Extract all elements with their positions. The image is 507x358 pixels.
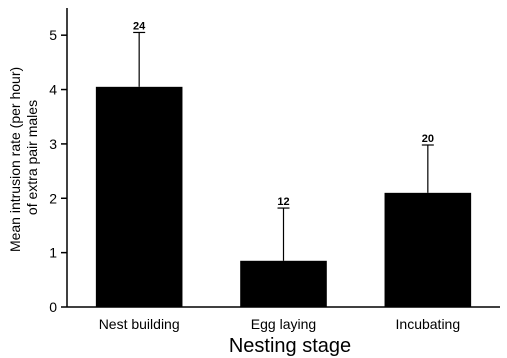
x-tick-label: Nest building xyxy=(99,316,180,332)
y-tick-label: 0 xyxy=(49,299,57,315)
x-tick-label: Egg laying xyxy=(251,316,316,332)
sample-size-label: 12 xyxy=(277,196,289,208)
y-axis-label-line-1: Mean intrusion rate (per hour) xyxy=(7,67,23,252)
y-tick-label: 5 xyxy=(49,27,57,43)
bars xyxy=(95,31,472,307)
x-axis-label: Nesting stage xyxy=(229,335,351,357)
sample-size-label: 24 xyxy=(133,20,146,32)
x-tick-label: Incubating xyxy=(396,316,461,332)
y-tick-label: 3 xyxy=(49,136,57,152)
y-axis-label-line-2: of extra pair males xyxy=(24,100,40,215)
y-axis-label: Mean intrusion rate (per hour) of extra … xyxy=(7,63,40,252)
labels: 24 Nest building 12 Egg laying 20 Incubating xyxy=(99,20,460,332)
y-tick-label: 4 xyxy=(49,82,57,98)
bar xyxy=(384,192,472,307)
bar xyxy=(95,86,183,307)
y-tick-label: 2 xyxy=(49,190,57,206)
sample-size-label: 20 xyxy=(422,133,434,145)
y-tick-label: 1 xyxy=(49,245,57,261)
bar xyxy=(240,260,327,307)
